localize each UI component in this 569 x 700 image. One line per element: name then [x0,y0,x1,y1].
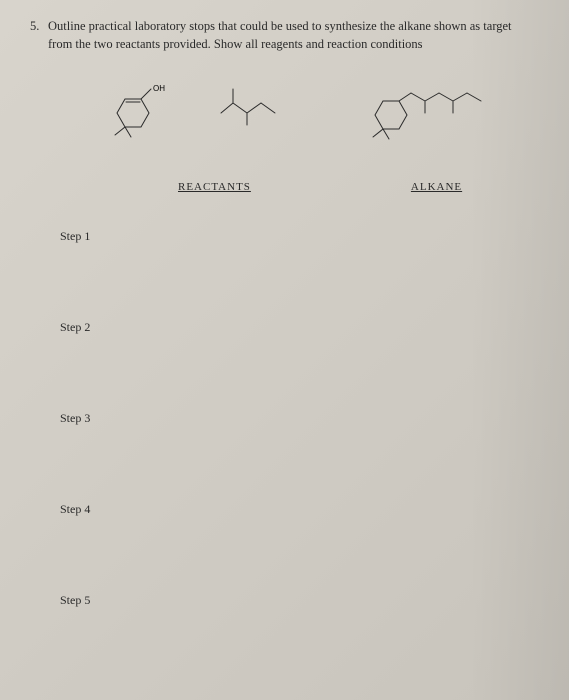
structures-row: OH [48,81,541,151]
reactant-1-structure: OH [95,81,185,151]
step-5: Step 5 [60,593,541,608]
step-2: Step 2 [60,320,541,335]
question-line2: from the two reactants provided. Show al… [48,37,423,51]
question-text: 5.Outline practical laboratory stops tha… [48,18,541,53]
oh-label: OH [153,84,165,93]
step-1: Step 1 [60,229,541,244]
worksheet-page: 5.Outline practical laboratory stops tha… [0,0,569,626]
steps-list: Step 1 Step 2 Step 3 Step 4 Step 5 [60,229,541,608]
question-line1: Outline practical laboratory stops that … [48,19,512,33]
product-structure [355,81,495,151]
labels-row: REACTANTS ALKANE [48,181,541,193]
step-4: Step 4 [60,502,541,517]
question-number: 5. [30,18,48,36]
step-3: Step 3 [60,411,541,426]
alkane-label: ALKANE [411,181,462,193]
reactant-2-structure [195,81,295,151]
reactants-label: REACTANTS [178,181,251,193]
